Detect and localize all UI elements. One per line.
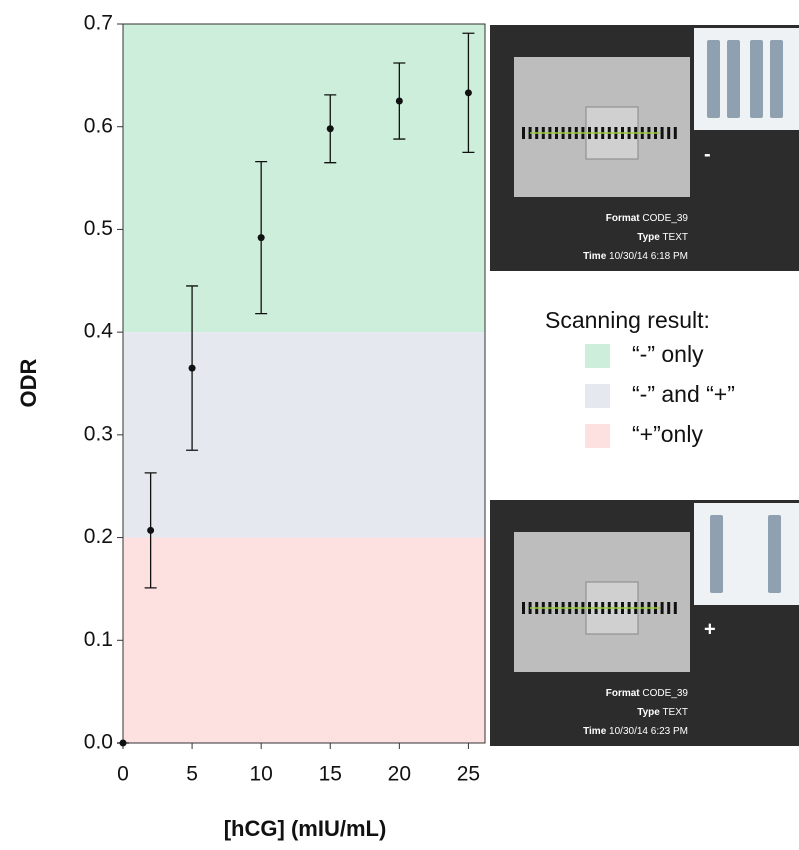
y-tick-label: 0.4 [84,320,114,343]
x-tick-label: 15 [319,763,342,786]
scan-field: Time 10/30/14 6:23 PM [583,726,688,737]
plot-frame [122,23,486,744]
legend-swatch [585,424,610,448]
test-strip [710,515,723,593]
x-tick-label: 25 [457,763,480,786]
legend-label: “-” and “+” [632,381,735,407]
barcode-bar [660,127,664,139]
barcode-bar [667,127,671,139]
data-point [257,234,265,242]
test-strip [707,40,720,118]
field-value: 10/30/14 6:18 PM [609,251,688,262]
x-tick-label: 20 [388,763,411,786]
barcode-bar [660,602,664,614]
test-strip [770,40,783,118]
field-value: TEXT [662,232,688,243]
x-tick-label: 5 [186,763,198,786]
data-point [147,526,155,534]
legend-title: Scanning result: [545,307,710,333]
region [123,332,485,538]
test-strip [768,515,781,593]
test-strip [750,40,763,118]
barcode-bar [522,127,525,139]
plot [122,23,486,744]
scan-field: Format CODE_39 [606,213,689,224]
y-tick-label: 0.3 [84,422,113,445]
field-name: Type [637,707,660,718]
legend-label: “+”only [632,421,703,447]
region [123,24,485,333]
y-tick-label: 0.1 [84,628,113,651]
barcode-bar [522,602,525,614]
test-strip [727,40,740,118]
field-name: Time [583,726,607,737]
y-axis-label: ODR [16,358,41,407]
barcode-bar [673,602,677,614]
x-tick-label: 0 [117,763,129,786]
y-tick-label: 0.0 [84,731,113,754]
result-mark: - [704,143,711,165]
result-mark: + [704,618,716,640]
y-tick-label: 0.7 [84,12,113,35]
scan-field: Time 10/30/14 6:18 PM [583,251,688,262]
scan-field: Format CODE_39 [606,688,689,699]
barcode-bar [673,127,677,139]
scan-field: Type TEXT [637,707,688,718]
region [123,537,485,743]
field-value: CODE_39 [642,688,688,699]
legend-label: “-” only [632,341,704,367]
data-point [395,97,403,105]
data-point [119,739,127,747]
field-name: Format [606,688,641,699]
photo [694,503,799,605]
legend-swatch [585,344,610,368]
legend-swatch [585,384,610,408]
field-name: Format [606,213,641,224]
field-name: Type [637,232,660,243]
field-value: CODE_39 [642,213,688,224]
data-point [464,89,472,97]
y-tick-label: 0.5 [84,217,113,240]
y-tick-label: 0.2 [84,525,113,548]
x-axis-label: [hCG] (mIU/mL) [224,816,387,841]
data-point [188,364,196,372]
field-value: 10/30/14 6:23 PM [609,726,688,737]
x-tick-label: 10 [249,763,272,786]
barcode-bar [667,602,671,614]
scan-field: Type TEXT [637,232,688,243]
field-name: Time [583,251,607,262]
y-tick-label: 0.6 [84,114,113,137]
field-value: TEXT [662,707,688,718]
data-point [326,125,334,133]
